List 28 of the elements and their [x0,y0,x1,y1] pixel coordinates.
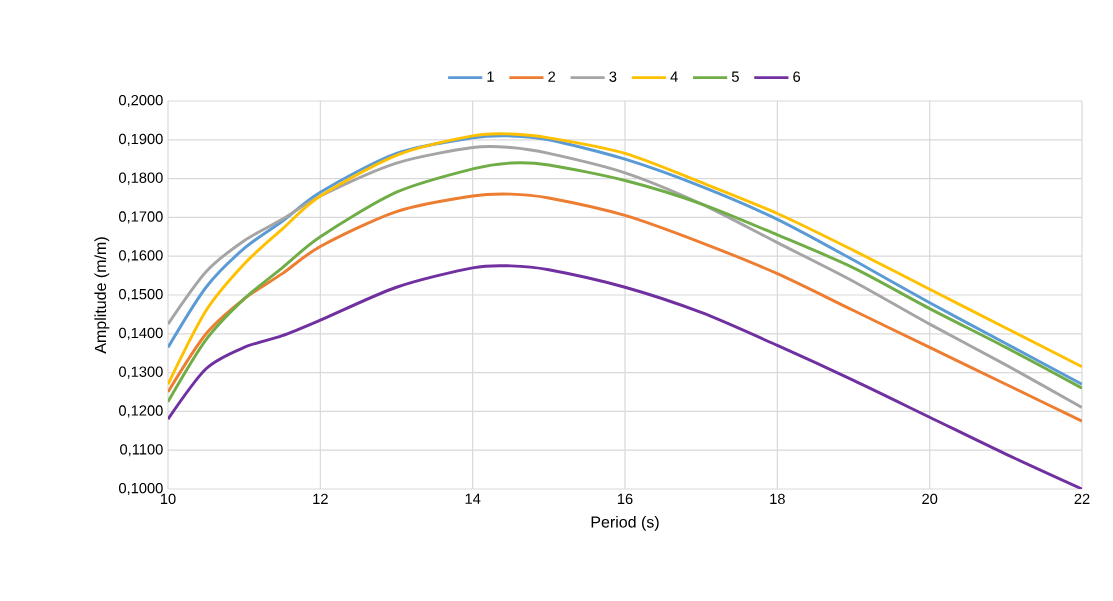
legend-label: 1 [487,71,494,82]
y-tick-label: 0,1800 [119,172,163,185]
legend-label: 4 [670,71,678,82]
y-tick-label: 0,1100 [120,444,163,457]
y-tick-label: 0,2000 [119,94,163,108]
x-tick-label: 20 [922,493,938,505]
y-tick-label: 0,1700 [119,211,163,224]
legend-label: 5 [731,71,739,82]
legend-label: 3 [609,71,617,82]
legend-label: 6 [793,71,801,82]
line-series [168,264,1083,489]
y-tick-label: 0,1300 [119,366,163,379]
x-tick-label: 12 [313,493,328,504]
y-tick-label: 0,1200 [119,405,163,418]
x-tick-label: 14 [465,493,481,504]
x-tick-label: 18 [770,493,785,505]
x-axis-title: Period (s) [591,515,659,531]
y-tick-label: 0,1500 [119,288,163,302]
x-tick-label: 10 [160,493,176,505]
x-tick-label: 22 [1074,493,1090,504]
y-tick-label: 0,1600 [119,250,163,263]
y-tick-label: 0,1000 [119,482,163,496]
y-tick-label: 0,1900 [119,133,163,146]
line-series [168,192,1083,423]
y-axis-title: Amplitude (m/m) [94,237,110,354]
y-tick-label: 0,1400 [119,327,163,340]
legend-label: 2 [548,71,556,82]
x-tick-label: 16 [617,493,633,505]
